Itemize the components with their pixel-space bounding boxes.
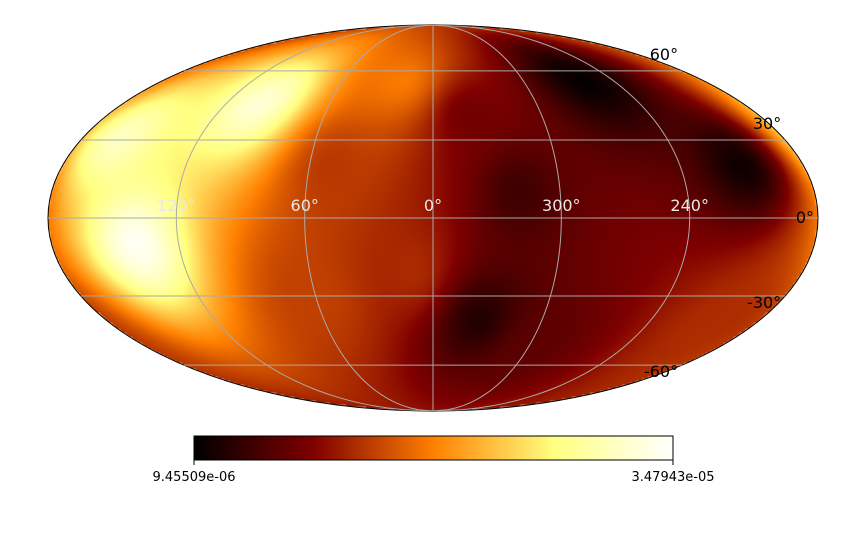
longitude-tick-label: 60° <box>291 196 319 215</box>
latitude-tick-label: 60° <box>650 45 678 64</box>
colorbar: 9.45509e-06 3.47943e-05 <box>153 435 715 485</box>
colorbar-gradient <box>193 435 674 461</box>
longitude-labels: 120° 60° 0° 300° 240° <box>157 196 709 215</box>
meridian-line <box>304 25 434 411</box>
meridian-line <box>432 25 562 411</box>
meridian-line <box>175 25 434 411</box>
longitude-tick-label: 240° <box>670 196 709 215</box>
latitude-tick-label: -30° <box>747 293 781 312</box>
latitude-tick-label: 30° <box>753 114 781 133</box>
longitude-tick-label: 0° <box>424 196 442 215</box>
colorbar-max-label: 3.47943e-05 <box>632 470 715 485</box>
meridian-line <box>432 25 691 411</box>
colorbar-min-label: 9.45509e-06 <box>153 470 236 485</box>
latitude-labels: 60° 30° 0° -30° -60° <box>644 45 814 381</box>
graticule <box>48 25 818 411</box>
longitude-tick-label: 120° <box>157 196 196 215</box>
longitude-tick-label: 300° <box>542 196 581 215</box>
latitude-tick-label: 0° <box>796 208 814 227</box>
latitude-tick-label: -60° <box>644 362 678 381</box>
